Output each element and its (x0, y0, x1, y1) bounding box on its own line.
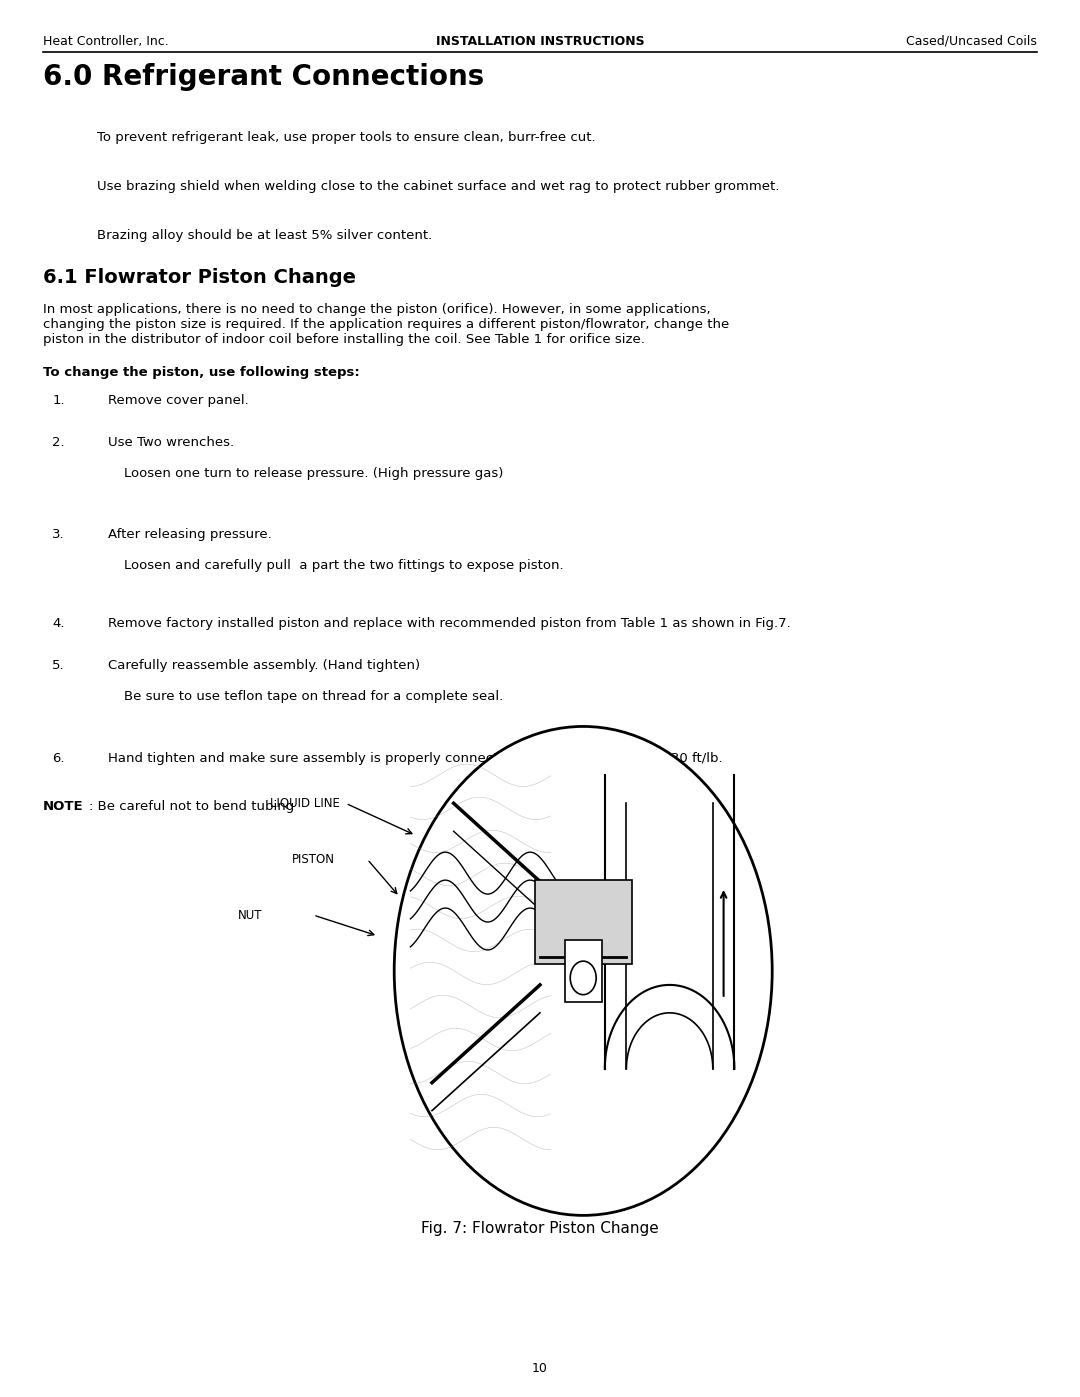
Text: After releasing pressure.: After releasing pressure. (108, 528, 272, 541)
Text: Loosen and carefully pull  a part the two fittings to expose piston.: Loosen and carefully pull a part the two… (124, 559, 564, 571)
Text: 6.0 Refrigerant Connections: 6.0 Refrigerant Connections (43, 63, 485, 91)
Text: 6.1 Flowrator Piston Change: 6.1 Flowrator Piston Change (43, 268, 356, 288)
Text: LIQUID LINE: LIQUID LINE (270, 796, 340, 810)
Text: 10: 10 (532, 1362, 548, 1375)
Text: INSTALLATION INSTRUCTIONS: INSTALLATION INSTRUCTIONS (435, 35, 645, 47)
Text: 1.: 1. (52, 394, 65, 407)
Text: Use Two wrenches.: Use Two wrenches. (108, 436, 234, 448)
Text: 2.: 2. (52, 436, 65, 448)
Text: 3.: 3. (52, 528, 65, 541)
Text: Loosen one turn to release pressure. (High pressure gas): Loosen one turn to release pressure. (Hi… (124, 467, 503, 479)
Text: Remove factory installed piston and replace with recommended piston from Table 1: Remove factory installed piston and repl… (108, 617, 791, 630)
Text: Be sure to use teflon tape on thread for a complete seal.: Be sure to use teflon tape on thread for… (124, 690, 503, 703)
Text: Hand tighten and make sure assembly is properly connected and then torque to 10-: Hand tighten and make sure assembly is p… (108, 752, 723, 764)
Text: Fig. 7: Flowrator Piston Change: Fig. 7: Flowrator Piston Change (421, 1221, 659, 1236)
Circle shape (394, 726, 772, 1215)
Text: Heat Controller, Inc.: Heat Controller, Inc. (43, 35, 168, 47)
Circle shape (570, 961, 596, 995)
Text: Cased/Uncased Coils: Cased/Uncased Coils (906, 35, 1037, 47)
Text: Carefully reassemble assembly. (Hand tighten): Carefully reassemble assembly. (Hand tig… (108, 659, 420, 672)
Text: 6.: 6. (52, 752, 65, 764)
Text: In most applications, there is no need to change the piston (orifice). However, : In most applications, there is no need t… (43, 303, 729, 346)
Text: : Be careful not to bend tubing: : Be careful not to bend tubing (89, 800, 294, 813)
Text: To prevent refrigerant leak, use proper tools to ensure clean, burr-free cut.: To prevent refrigerant leak, use proper … (97, 131, 596, 144)
FancyBboxPatch shape (535, 880, 632, 964)
Text: Remove cover panel.: Remove cover panel. (108, 394, 248, 407)
Text: NUT: NUT (238, 908, 262, 922)
Text: Brazing alloy should be at least 5% silver content.: Brazing alloy should be at least 5% silv… (97, 229, 432, 242)
Text: To change the piston, use following steps:: To change the piston, use following step… (43, 366, 360, 379)
Text: 5.: 5. (52, 659, 65, 672)
Text: Use brazing shield when welding close to the cabinet surface and wet rag to prot: Use brazing shield when welding close to… (97, 180, 780, 193)
Text: 4.: 4. (52, 617, 65, 630)
FancyBboxPatch shape (565, 940, 602, 1002)
Text: PISTON: PISTON (292, 852, 335, 866)
Text: NOTE: NOTE (43, 800, 84, 813)
